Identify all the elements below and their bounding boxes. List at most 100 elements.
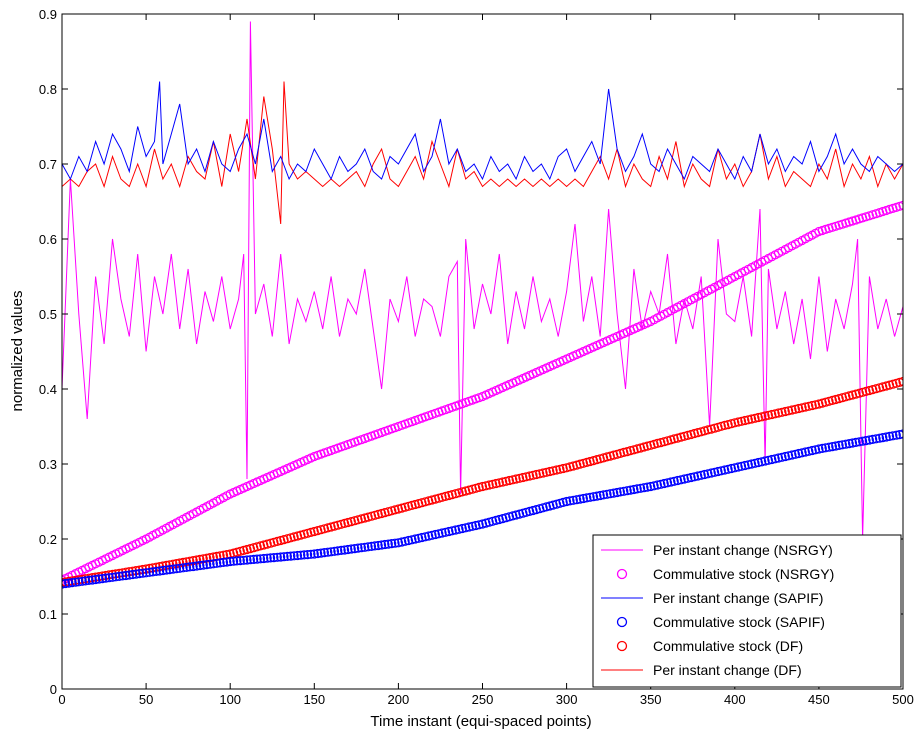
marker-point — [511, 510, 521, 520]
marker-point — [642, 482, 652, 492]
marker-point — [605, 489, 615, 499]
marker-point — [746, 414, 757, 424]
marker-point — [282, 551, 292, 562]
marker-point — [568, 461, 578, 471]
marker-point — [403, 501, 414, 511]
marker-point — [814, 399, 824, 409]
marker-point — [619, 486, 629, 496]
marker-point — [252, 554, 262, 564]
marker-point — [635, 483, 646, 493]
marker-point — [296, 550, 306, 560]
x-tick-label: 250 — [472, 692, 494, 707]
y-tick-label: 0.3 — [39, 457, 57, 472]
marker-point — [730, 418, 740, 428]
marker-point — [757, 412, 767, 422]
marker-point — [121, 570, 131, 581]
marker-point — [188, 561, 198, 572]
marker-point — [400, 536, 410, 546]
marker-point — [457, 487, 467, 497]
marker-point — [488, 479, 498, 489]
marker-point — [178, 563, 188, 573]
marker-point — [397, 537, 407, 547]
marker-point — [309, 526, 319, 537]
marker-point — [514, 509, 525, 519]
marker-point — [259, 540, 269, 550]
marker-point — [360, 542, 370, 552]
marker-point — [760, 456, 770, 466]
marker-point — [780, 406, 790, 417]
marker-point — [457, 523, 467, 534]
marker-point — [720, 420, 730, 430]
x-tick-label: 0 — [58, 692, 65, 707]
series-markers-commulative-stock-sapif — [62, 429, 903, 589]
marker-point — [800, 447, 811, 457]
marker-point — [343, 517, 353, 528]
marker-point — [383, 507, 393, 517]
legend-label: Per instant change (SAPIF) — [653, 590, 823, 606]
marker-point — [773, 408, 784, 418]
legend-label: Commulative stock (DF) — [653, 638, 803, 654]
marker-point — [783, 451, 794, 461]
marker-point — [548, 500, 558, 510]
marker-point — [289, 532, 299, 542]
marker-point — [333, 520, 343, 530]
marker-point — [239, 555, 249, 565]
marker-point — [827, 442, 838, 452]
marker-point — [703, 469, 713, 479]
marker-point — [820, 443, 831, 453]
marker-point — [646, 440, 656, 450]
legend-entry: Commulative stock (DF) — [616, 638, 803, 654]
marker-point — [356, 543, 366, 553]
marker-point — [642, 441, 652, 451]
marker-point — [62, 578, 70, 589]
marker-point — [198, 560, 208, 570]
marker-point — [148, 567, 158, 577]
marker-point — [646, 481, 656, 492]
marker-point — [161, 565, 171, 575]
marker-point — [380, 539, 390, 550]
marker-point — [679, 474, 689, 484]
marker-point — [625, 485, 636, 495]
marker-point — [726, 463, 737, 474]
marker-point — [851, 389, 861, 399]
marker-point — [874, 433, 885, 443]
marker-point — [272, 536, 282, 547]
marker-point — [834, 440, 844, 450]
x-tick-label: 500 — [892, 692, 914, 707]
y-tick-label: 0.4 — [39, 382, 57, 397]
marker-point — [70, 577, 81, 587]
marker-point — [709, 423, 720, 433]
legend-label: Commulative stock (NSRGY) — [653, 566, 834, 582]
y-tick-label: 0.5 — [39, 307, 57, 322]
marker-point — [551, 465, 562, 475]
marker-point — [763, 455, 774, 465]
marker-point — [619, 447, 629, 457]
marker-point — [652, 480, 663, 490]
marker-point — [679, 431, 689, 441]
marker-point — [87, 575, 97, 585]
x-axis-label: Time instant (equi-spaced points) — [370, 713, 591, 730]
marker-point — [511, 474, 521, 484]
marker-point — [733, 462, 743, 472]
marker-point — [114, 571, 124, 582]
marker-point — [706, 468, 716, 478]
marker-point — [444, 526, 454, 537]
marker-point — [733, 417, 743, 427]
marker-point — [787, 450, 797, 460]
y-tick-label: 0.7 — [39, 157, 57, 172]
marker-point — [292, 550, 303, 561]
marker-point — [656, 479, 666, 489]
marker-point — [585, 492, 595, 502]
marker-point — [447, 526, 457, 536]
marker-point — [807, 445, 817, 456]
marker-point — [541, 502, 552, 512]
marker-point — [602, 489, 612, 499]
marker-point — [430, 494, 440, 504]
marker-point — [767, 409, 777, 420]
marker-point — [262, 539, 272, 549]
marker-point — [420, 497, 430, 507]
marker-point — [683, 473, 693, 483]
marker-point — [380, 507, 390, 518]
marker-point — [316, 525, 326, 535]
